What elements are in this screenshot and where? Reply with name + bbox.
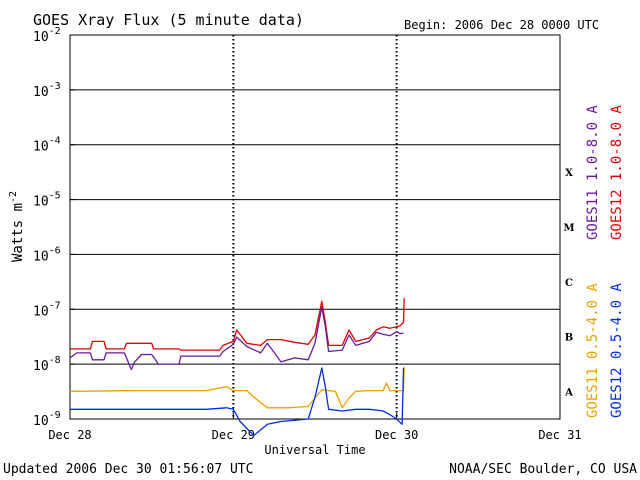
flare-class-labels: X M C B A <box>563 168 574 398</box>
y-tick-label: 10-7 <box>33 300 61 319</box>
x-tick-label: Dec 29 <box>212 428 255 442</box>
legend: GOES11 1.0-8.0 A GOES12 1.0-8.0 A GOES11 0… <box>585 105 625 418</box>
y-tick-label: 10-6 <box>33 245 61 264</box>
footer-updated: Updated 2006 Dec 30 01:56:07 UTC <box>3 462 253 477</box>
chart-title: GOES Xray Flux (5 minute data) <box>33 11 304 29</box>
legend-entry: GOES12 1.0-8.0 A <box>609 105 625 240</box>
x-axis-ticks: Dec 28 Dec 29 Dec 30 Dec 31 <box>48 413 582 442</box>
y-tick-label: 10-4 <box>33 136 61 155</box>
series-line <box>69 366 405 409</box>
legend-entry: GOES11 1.0-8.0 A <box>585 105 601 240</box>
y-tick-label: 10-8 <box>33 355 61 374</box>
begin-label: Begin: 2006 Dec 28 0000 UTC <box>404 18 599 32</box>
series-line <box>70 298 405 351</box>
y-tick-label: 10-3 <box>33 81 61 100</box>
legend-entry: GOES12 0.5-4.0 A <box>609 283 625 418</box>
footer-credit: NOAA/SEC Boulder, CO USA <box>449 462 637 477</box>
x-axis-label: Universal Time <box>264 443 365 457</box>
plot-frame <box>69 34 561 420</box>
legend-entry: GOES11 0.5-4.0 A <box>585 283 601 418</box>
flare-class-label: C <box>565 278 573 289</box>
series-line <box>70 367 405 437</box>
data-series <box>69 298 405 437</box>
plot-grid <box>69 34 561 420</box>
y-tick-label: 10-5 <box>33 191 61 210</box>
flare-class-label: M <box>563 223 574 234</box>
x-tick-label: Dec 30 <box>375 428 418 442</box>
y-axis-label: Watts m-2 <box>8 191 26 262</box>
flare-class-label: A <box>564 388 573 399</box>
y-axis-ticks: 10-210-310-410-510-610-710-810-9 <box>33 26 75 429</box>
flare-class-label: B <box>565 333 573 344</box>
series-line <box>69 306 404 371</box>
y-tick-label: 10-9 <box>33 410 61 429</box>
flare-class-label: X <box>565 168 573 179</box>
x-tick-label: Dec 28 <box>48 428 91 442</box>
x-tick-label: Dec 31 <box>538 428 581 442</box>
